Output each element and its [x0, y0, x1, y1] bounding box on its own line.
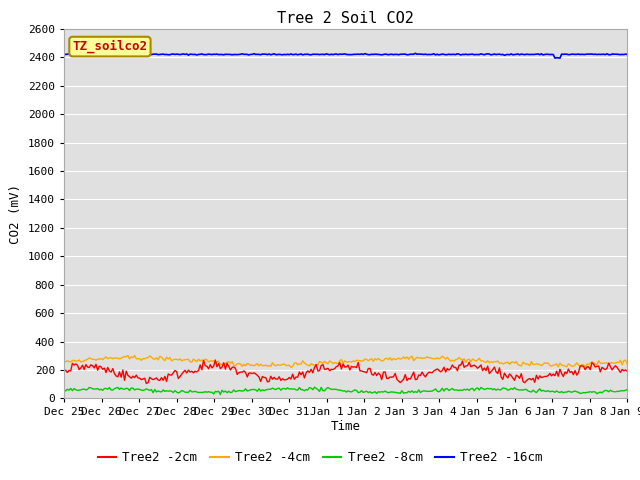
Tree2 -8cm — [310, 384, 318, 390]
Tree2 -2cm — [143, 381, 150, 386]
Tree2 -16cm — [556, 55, 564, 61]
Tree2 -4cm — [623, 361, 631, 367]
Text: TZ_soilco2: TZ_soilco2 — [72, 40, 147, 53]
Tree2 -4cm — [131, 352, 138, 358]
Tree2 -8cm — [184, 389, 192, 395]
Line: Tree2 -4cm: Tree2 -4cm — [64, 355, 627, 367]
Tree2 -16cm — [228, 52, 236, 58]
Tree2 -4cm — [287, 364, 295, 370]
Tree2 -4cm — [67, 359, 75, 365]
Line: Tree2 -8cm: Tree2 -8cm — [64, 387, 627, 395]
Line: Tree2 -16cm: Tree2 -16cm — [64, 53, 627, 58]
Tree2 -2cm — [211, 357, 219, 363]
Y-axis label: CO2 (mV): CO2 (mV) — [10, 184, 22, 244]
Tree2 -16cm — [412, 50, 419, 56]
Tree2 -2cm — [60, 368, 68, 373]
Tree2 -2cm — [67, 368, 75, 374]
Tree2 -16cm — [184, 52, 192, 58]
Tree2 -16cm — [67, 51, 75, 57]
Tree2 -2cm — [524, 376, 532, 382]
Tree2 -2cm — [531, 380, 539, 385]
Tree2 -8cm — [623, 387, 631, 393]
Tree2 -2cm — [380, 369, 387, 375]
Tree2 -8cm — [60, 387, 68, 393]
Tree2 -8cm — [531, 389, 539, 395]
Tree2 -2cm — [623, 368, 631, 374]
Tree2 -2cm — [232, 365, 239, 371]
Tree2 -2cm — [186, 369, 194, 375]
X-axis label: Time: Time — [331, 420, 360, 433]
Tree2 -4cm — [60, 360, 68, 365]
Tree2 -8cm — [380, 389, 387, 395]
Tree2 -8cm — [524, 388, 532, 394]
Tree2 -4cm — [230, 362, 237, 368]
Tree2 -8cm — [230, 387, 237, 393]
Tree2 -4cm — [524, 361, 532, 367]
Tree2 -8cm — [67, 385, 75, 391]
Tree2 -4cm — [186, 359, 194, 364]
Tree2 -4cm — [531, 361, 539, 367]
Line: Tree2 -2cm: Tree2 -2cm — [64, 360, 627, 384]
Tree2 -16cm — [623, 51, 631, 57]
Tree2 -8cm — [216, 392, 224, 397]
Tree2 -16cm — [522, 51, 530, 57]
Tree2 -4cm — [380, 358, 387, 363]
Tree2 -16cm — [529, 52, 537, 58]
Legend: Tree2 -2cm, Tree2 -4cm, Tree2 -8cm, Tree2 -16cm: Tree2 -2cm, Tree2 -4cm, Tree2 -8cm, Tree… — [93, 446, 547, 469]
Tree2 -16cm — [60, 51, 68, 57]
Tree2 -16cm — [376, 52, 384, 58]
Title: Tree 2 Soil CO2: Tree 2 Soil CO2 — [277, 11, 414, 26]
